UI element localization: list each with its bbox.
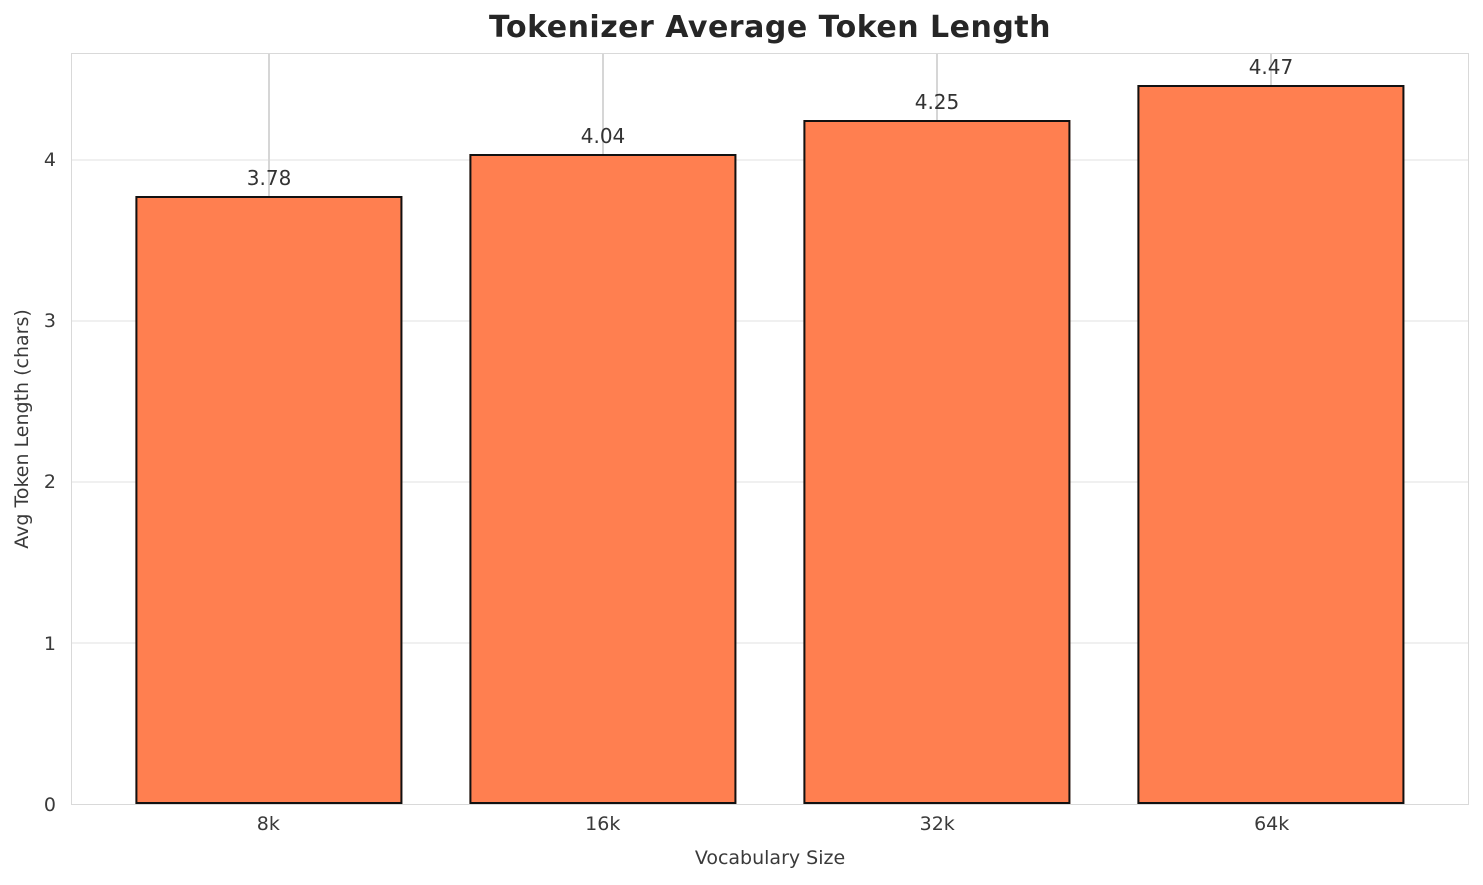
x-tick-label: 32k (919, 813, 955, 835)
bar-value-label: 4.04 (580, 123, 626, 148)
bar-value-label: 4.25 (914, 90, 960, 114)
y-tick-labels: 0 1 2 3 4 (0, 53, 56, 817)
plot-area: 3.78 4.04 4.25 4.47 (71, 53, 1469, 805)
y-tick-label: 4 (43, 148, 56, 171)
bar (803, 120, 1071, 804)
bar (469, 153, 737, 804)
x-tick-labels: 8k 16k 32k 64k (71, 813, 1469, 843)
horizontal-gridline (72, 159, 1468, 162)
bar (1137, 84, 1405, 804)
y-tick-label: 3 (43, 309, 56, 332)
horizontal-gridline (72, 481, 1468, 484)
horizontal-gridline (72, 320, 1468, 323)
y-tick-label: 0 (43, 794, 56, 816)
x-axis-label: Vocabulary Size (694, 847, 846, 869)
bar-value-label: 3.78 (246, 165, 292, 190)
horizontal-gridline (72, 642, 1468, 645)
y-tick-label: 1 (43, 632, 56, 655)
chart-title: Tokenizer Average Token Length (488, 10, 1051, 45)
x-tick-label: 16k (585, 813, 621, 835)
x-tick-label: 64k (1254, 813, 1290, 835)
bars-layer: 3.78 4.04 4.25 4.47 (72, 54, 1468, 804)
x-tick-label: 8k (256, 813, 280, 835)
bar (135, 195, 403, 804)
y-tick-label: 2 (43, 471, 56, 494)
bar-value-label: 4.47 (1248, 54, 1294, 79)
